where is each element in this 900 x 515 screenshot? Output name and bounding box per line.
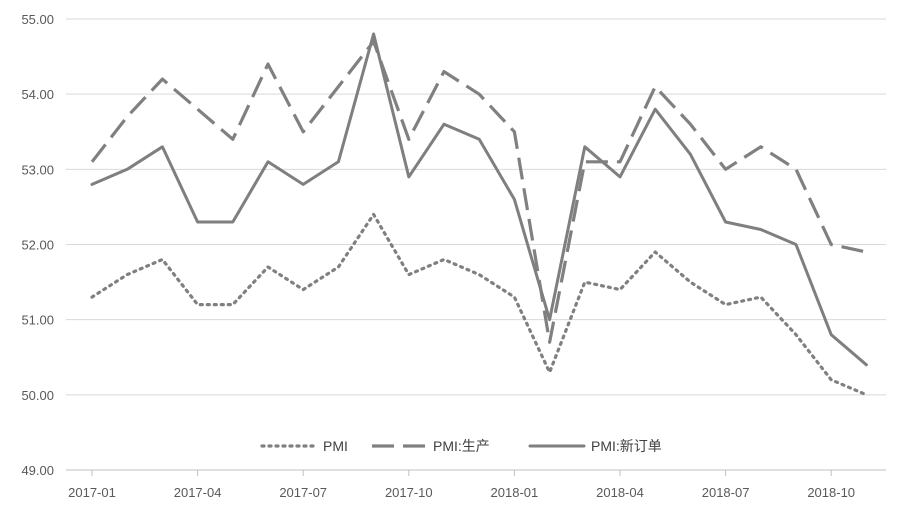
x-tick-label: 2018-01 — [491, 485, 539, 500]
x-axis-ticks: 2017-01 2017-04 2017-07 2017-10 2018-01 2018-… — [68, 470, 855, 500]
legend-label-1: PMI — [323, 438, 348, 454]
x-tick-label: 2018-10 — [807, 485, 855, 500]
x-tick-label: 2018-07 — [702, 485, 750, 500]
x-tick-label: 2017-10 — [385, 485, 433, 500]
series-line-2 — [90, 39, 867, 344]
series-line-3 — [90, 32, 868, 367]
y-tick-label: 55.00 — [21, 12, 54, 27]
legend: PMI PMI:生产 PMI:新订单 — [260, 438, 662, 454]
x-tick-label: 2017-04 — [174, 485, 222, 500]
x-tick-label: 2017-01 — [68, 485, 116, 500]
series-line-1 — [90, 212, 868, 397]
y-tick-label: 53.00 — [21, 162, 54, 177]
y-tick-label: 52.00 — [21, 238, 54, 253]
legend-label-2: PMI:生产 — [433, 438, 490, 454]
y-tick-label: 49.00 — [21, 463, 54, 478]
y-tick-label: 54.00 — [21, 87, 54, 102]
y-tick-label: 50.00 — [21, 388, 54, 403]
x-tick-label: 2017-07 — [279, 485, 327, 500]
y-tick-label: 51.00 — [21, 313, 54, 328]
series-lines — [90, 32, 868, 397]
legend-label-3: PMI:新订单 — [591, 438, 662, 454]
x-tick-label: 2018-04 — [596, 485, 644, 500]
gridlines — [66, 18, 886, 471]
y-axis-ticks: 49.00 50.00 51.00 52.00 53.00 54.00 55.00 — [21, 12, 54, 478]
